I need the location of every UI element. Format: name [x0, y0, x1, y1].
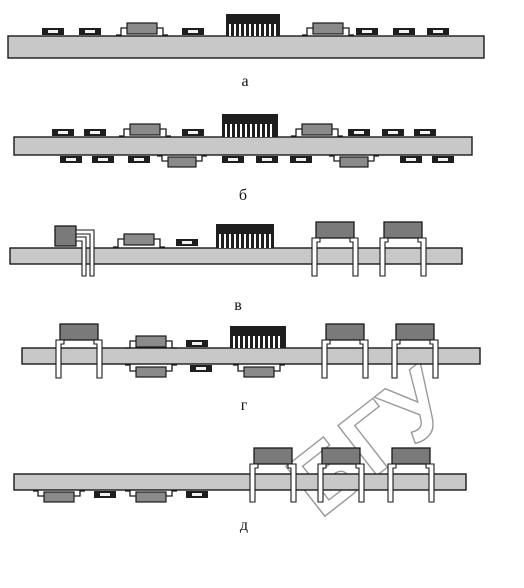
- dip-through-hole-package: [391, 323, 439, 379]
- panel-label-g: г: [241, 397, 248, 414]
- soic-package-bottom: [125, 364, 177, 378]
- soic-package-bottom: [33, 490, 85, 503]
- panel-g: г: [21, 323, 481, 414]
- soic-package: [302, 22, 354, 36]
- dip-through-hole-package: [321, 323, 369, 379]
- qfp-package: [226, 14, 280, 36]
- watermark-text: БГУ: [270, 346, 472, 536]
- dip-through-hole-package: [379, 221, 427, 277]
- soic-package-bottom: [233, 364, 285, 378]
- soic-package: [116, 22, 168, 36]
- soic-package: [125, 335, 177, 349]
- smd-chip-row-top: [52, 129, 436, 136]
- panel-b: б: [13, 114, 473, 204]
- qfp-package: [216, 224, 274, 248]
- pcb-board: [7, 35, 485, 59]
- panel-label-a: а: [241, 73, 248, 90]
- qfp-package: [222, 114, 278, 137]
- panel-a: а: [7, 14, 485, 90]
- soic-package: [113, 233, 165, 248]
- qfp-package: [230, 326, 286, 348]
- panel-v: в: [9, 221, 463, 314]
- pcb-board: [13, 473, 467, 491]
- soic-package-bottom: [157, 155, 207, 168]
- soic-package: [119, 123, 171, 137]
- soic-package-bottom: [125, 490, 177, 503]
- soic-package: [291, 123, 343, 137]
- dip-through-hole-package: [249, 447, 297, 503]
- smd-chip-row: [42, 28, 449, 35]
- panel-label-b: б: [239, 187, 247, 204]
- soic-package-bottom: [329, 155, 379, 168]
- dip-through-hole-package: [55, 323, 103, 379]
- dip-through-hole-package: [387, 447, 435, 503]
- pcb-board: [13, 136, 473, 156]
- vertical-mounted-component: [54, 225, 95, 277]
- panel-label-v: в: [234, 297, 242, 314]
- pcb-board: [21, 347, 481, 365]
- dip-through-hole-package: [317, 447, 365, 503]
- panel-d: д: [13, 447, 467, 534]
- pcb-board: [9, 247, 463, 265]
- smd-chip-row-bottom: [60, 156, 454, 163]
- panel-label-d: д: [240, 517, 248, 534]
- dip-through-hole-package: [311, 221, 359, 277]
